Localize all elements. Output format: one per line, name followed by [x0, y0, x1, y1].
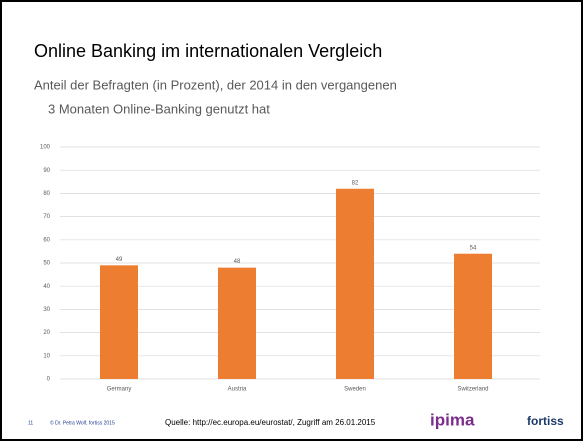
value-label: 82: [352, 180, 359, 186]
y-tick-label: 70: [43, 214, 50, 220]
y-tick-label: 90: [43, 168, 50, 174]
y-tick-label: 80: [43, 191, 50, 197]
author: © Dr. Petra Wolf, fortiss 2015: [50, 419, 115, 426]
y-tick-label: 10: [43, 353, 50, 359]
x-tick-label: Sweden: [344, 387, 366, 393]
y-tick-label: 100: [40, 145, 51, 151]
slide-title: Online Banking im internationalen Vergle…: [34, 41, 382, 61]
y-tick-label: 40: [43, 284, 50, 290]
x-tick-label: Austria: [228, 387, 247, 393]
subtitle: 3 Monaten Online-Banking genutzt hat: [48, 101, 270, 116]
bar: [454, 253, 492, 379]
x-tick-label: Germany: [107, 387, 132, 393]
x-tick-label: Switzerland: [457, 387, 488, 393]
value-label: 54: [470, 245, 477, 251]
y-tick-label: 30: [43, 307, 50, 313]
bar: [100, 265, 138, 379]
value-label: 48: [234, 259, 241, 265]
logo: ipima: [430, 410, 475, 429]
subtitle: Anteil der Befragten (in Prozent), der 2…: [34, 77, 397, 92]
logo: fortiss: [527, 414, 564, 428]
y-tick-label: 50: [43, 261, 50, 267]
bar: [218, 267, 256, 379]
value-label: 49: [116, 257, 123, 263]
source: Quelle: http://ec.europa.eu/eurostat/, Z…: [165, 418, 376, 427]
bar: [336, 188, 374, 379]
y-tick-label: 0: [47, 377, 51, 383]
page-number: 11: [28, 420, 33, 426]
y-tick-label: 20: [43, 330, 50, 336]
y-tick-label: 60: [43, 237, 50, 243]
